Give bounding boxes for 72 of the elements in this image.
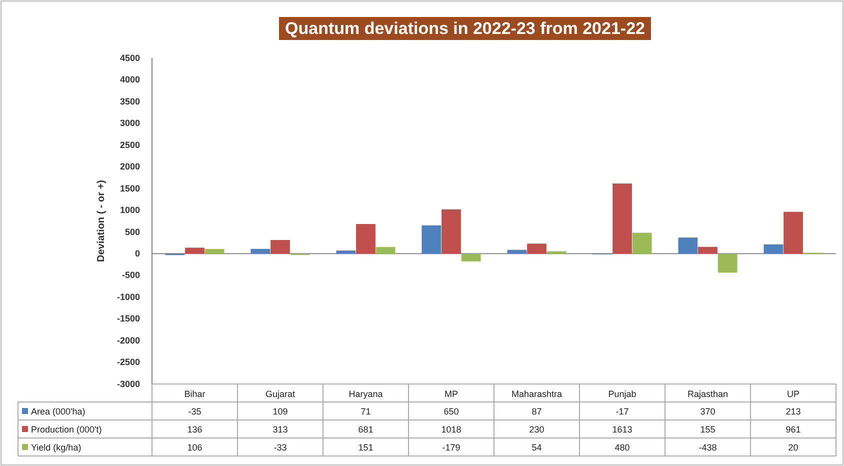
bar xyxy=(376,247,396,254)
data-label: 155 xyxy=(700,424,716,434)
bar xyxy=(422,225,442,254)
y-tick-label: -1500 xyxy=(116,314,140,324)
y-axis-title: Deviation ( - or +) xyxy=(96,180,107,262)
x-tick-label: Punjab xyxy=(608,389,636,399)
data-label: 54 xyxy=(532,442,542,452)
data-label: -179 xyxy=(442,442,460,452)
data-label: 71 xyxy=(360,406,371,416)
bar xyxy=(442,209,461,254)
y-tick-label: 1000 xyxy=(120,205,140,216)
bar xyxy=(612,183,632,254)
data-label: 313 xyxy=(272,424,288,434)
bar xyxy=(250,248,270,254)
x-tick-label: Bihar xyxy=(184,389,206,399)
y-tick-label: -3000 xyxy=(116,378,140,389)
legend-label: Area (000'ha) xyxy=(31,406,86,416)
x-tick-label: UP xyxy=(786,389,800,399)
legend-label: Yield (kg/ha) xyxy=(31,442,82,452)
x-tick-label: Rajasthan xyxy=(687,389,728,399)
x-tick-label: MP xyxy=(444,389,458,399)
bar xyxy=(718,254,738,273)
bar xyxy=(336,250,356,254)
bar xyxy=(507,250,527,254)
y-tick-label: -2500 xyxy=(116,357,140,368)
y-tick-label: 2000 xyxy=(120,162,140,172)
bar xyxy=(270,240,290,254)
y-tick-label: 0 xyxy=(134,248,140,258)
data-label: 230 xyxy=(529,424,544,434)
data-label: 480 xyxy=(614,442,630,452)
data-label: 109 xyxy=(272,406,288,416)
bar xyxy=(632,232,652,254)
data-label: -17 xyxy=(616,406,629,416)
data-label: 961 xyxy=(786,424,801,434)
data-label: 1613 xyxy=(612,424,632,434)
data-label: -438 xyxy=(698,442,717,452)
legend-label: Production (000't) xyxy=(31,424,102,434)
bar xyxy=(356,224,376,254)
data-label: 650 xyxy=(444,406,459,416)
y-tick-label: 4500 xyxy=(120,52,140,63)
data-label: 87 xyxy=(532,406,542,416)
bar xyxy=(698,246,718,254)
x-tick-label: Maharashtra xyxy=(511,389,562,399)
y-tick-label: 4000 xyxy=(120,74,140,85)
y-tick-label: 500 xyxy=(124,226,140,237)
data-label: 20 xyxy=(788,442,798,452)
bar xyxy=(461,254,481,262)
y-tick-label: 1500 xyxy=(120,183,140,194)
bar xyxy=(784,212,803,254)
data-label: 151 xyxy=(358,442,374,452)
data-label: 681 xyxy=(358,424,374,434)
y-tick-label: 3000 xyxy=(120,118,140,128)
data-label: 1018 xyxy=(441,424,462,434)
bar xyxy=(185,248,204,254)
y-tick-label: 2500 xyxy=(120,140,140,150)
data-label: 136 xyxy=(187,424,202,434)
data-label: 106 xyxy=(187,442,202,452)
bar xyxy=(764,244,784,254)
y-tick-label: 3500 xyxy=(120,96,140,106)
bar xyxy=(678,238,698,254)
x-tick-label: Gujarat xyxy=(265,389,296,399)
chart-title: Quantum deviations in 2022-23 from 2021-22 xyxy=(285,19,645,38)
y-tick-label: -2000 xyxy=(116,335,140,346)
data-label: 370 xyxy=(700,406,716,416)
data-label: 213 xyxy=(786,406,801,416)
bar xyxy=(204,248,224,254)
data-label: -35 xyxy=(188,406,202,416)
x-tick-label: Haryana xyxy=(348,389,383,399)
data-label: -33 xyxy=(274,442,287,452)
y-tick-label: -1000 xyxy=(116,292,140,302)
y-tick-label: -500 xyxy=(122,270,140,280)
bar xyxy=(527,244,546,254)
